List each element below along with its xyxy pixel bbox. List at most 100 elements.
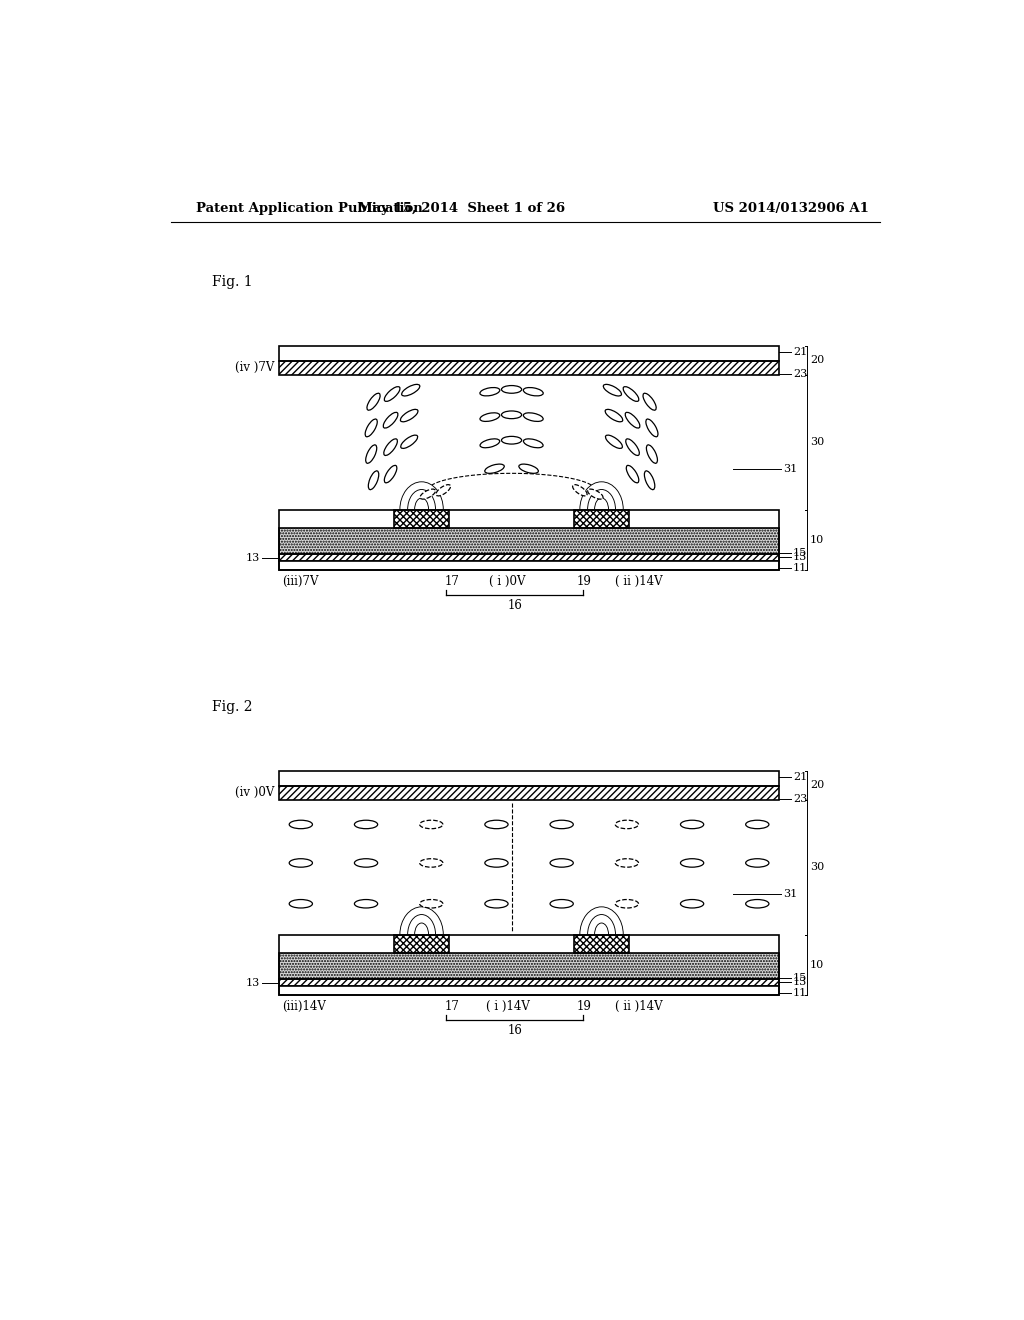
Text: 13: 13 xyxy=(246,553,260,562)
Text: 10: 10 xyxy=(810,535,824,545)
Ellipse shape xyxy=(502,385,521,393)
Ellipse shape xyxy=(550,899,573,908)
Ellipse shape xyxy=(615,820,639,829)
Ellipse shape xyxy=(550,859,573,867)
Ellipse shape xyxy=(523,413,543,421)
Text: Fig. 2: Fig. 2 xyxy=(212,700,252,714)
Text: 20: 20 xyxy=(810,355,824,366)
Ellipse shape xyxy=(367,393,380,411)
Ellipse shape xyxy=(400,436,418,449)
Text: ( ii )14V: ( ii )14V xyxy=(615,1001,663,1014)
Text: 17: 17 xyxy=(444,1001,460,1014)
Ellipse shape xyxy=(366,445,377,463)
Text: 11: 11 xyxy=(793,989,807,998)
Ellipse shape xyxy=(681,859,703,867)
Ellipse shape xyxy=(626,412,640,428)
Ellipse shape xyxy=(484,465,504,474)
Text: 15: 15 xyxy=(793,548,807,557)
Text: 17: 17 xyxy=(444,576,460,589)
Text: 23: 23 xyxy=(793,795,807,804)
Bar xyxy=(280,346,779,360)
Text: 13: 13 xyxy=(793,552,807,562)
Ellipse shape xyxy=(745,820,769,829)
Ellipse shape xyxy=(354,859,378,867)
Ellipse shape xyxy=(484,859,508,867)
Ellipse shape xyxy=(605,436,623,449)
Ellipse shape xyxy=(643,393,656,411)
Text: 31: 31 xyxy=(783,463,797,474)
Text: ( ii )14V: ( ii )14V xyxy=(615,576,663,589)
Bar xyxy=(574,510,629,528)
Text: (iv )7V: (iv )7V xyxy=(236,362,274,375)
Ellipse shape xyxy=(615,899,639,908)
Ellipse shape xyxy=(615,859,639,867)
Ellipse shape xyxy=(603,384,622,396)
Ellipse shape xyxy=(369,471,379,490)
Ellipse shape xyxy=(523,438,543,447)
Text: 19: 19 xyxy=(578,1001,592,1014)
Ellipse shape xyxy=(354,899,378,908)
Bar xyxy=(280,510,779,570)
Ellipse shape xyxy=(289,859,312,867)
Bar xyxy=(280,986,779,995)
Ellipse shape xyxy=(626,438,639,455)
Bar xyxy=(280,554,779,561)
Text: May 15, 2014  Sheet 1 of 26: May 15, 2014 Sheet 1 of 26 xyxy=(357,202,565,215)
Ellipse shape xyxy=(420,859,442,867)
Text: 30: 30 xyxy=(810,437,824,447)
Ellipse shape xyxy=(436,484,451,496)
Ellipse shape xyxy=(420,490,435,499)
Ellipse shape xyxy=(523,388,543,396)
Ellipse shape xyxy=(480,388,500,396)
Ellipse shape xyxy=(480,438,500,447)
Text: (iii)14V: (iii)14V xyxy=(283,1001,326,1014)
Text: 13: 13 xyxy=(246,978,260,987)
Ellipse shape xyxy=(289,820,312,829)
Text: 16: 16 xyxy=(507,599,522,612)
Ellipse shape xyxy=(354,820,378,829)
Ellipse shape xyxy=(400,409,418,422)
Ellipse shape xyxy=(646,418,658,437)
Ellipse shape xyxy=(644,471,654,490)
Ellipse shape xyxy=(605,409,623,422)
Ellipse shape xyxy=(502,437,521,444)
Text: 10: 10 xyxy=(810,960,824,970)
Ellipse shape xyxy=(484,899,508,908)
Text: (iii)7V: (iii)7V xyxy=(283,576,318,589)
Ellipse shape xyxy=(572,484,587,496)
Bar xyxy=(574,935,629,953)
Text: 31: 31 xyxy=(783,888,797,899)
Text: Fig. 1: Fig. 1 xyxy=(212,275,252,289)
Ellipse shape xyxy=(289,899,312,908)
Text: 15: 15 xyxy=(793,973,807,982)
Bar xyxy=(394,935,449,953)
Bar xyxy=(280,360,779,375)
Ellipse shape xyxy=(646,445,657,463)
Bar xyxy=(280,771,779,785)
Ellipse shape xyxy=(588,490,603,499)
Text: 30: 30 xyxy=(810,862,824,873)
Text: 11: 11 xyxy=(793,564,807,573)
Text: 20: 20 xyxy=(810,780,824,791)
Text: (iv )0V: (iv )0V xyxy=(236,787,274,800)
Bar xyxy=(280,979,779,986)
Text: 21: 21 xyxy=(793,347,807,356)
Bar xyxy=(280,561,779,570)
Ellipse shape xyxy=(550,820,573,829)
Text: 16: 16 xyxy=(507,1024,522,1038)
Bar xyxy=(280,953,779,979)
Text: 23: 23 xyxy=(793,370,807,379)
Text: Patent Application Publication: Patent Application Publication xyxy=(197,202,423,215)
Ellipse shape xyxy=(681,820,703,829)
Ellipse shape xyxy=(420,820,442,829)
Ellipse shape xyxy=(420,899,442,908)
Ellipse shape xyxy=(384,438,397,455)
Ellipse shape xyxy=(681,899,703,908)
Bar xyxy=(280,528,779,554)
Bar xyxy=(394,510,449,528)
Ellipse shape xyxy=(384,466,397,483)
Text: ( i )14V: ( i )14V xyxy=(485,1001,529,1014)
Ellipse shape xyxy=(366,418,377,437)
Text: 19: 19 xyxy=(578,576,592,589)
Ellipse shape xyxy=(745,899,769,908)
